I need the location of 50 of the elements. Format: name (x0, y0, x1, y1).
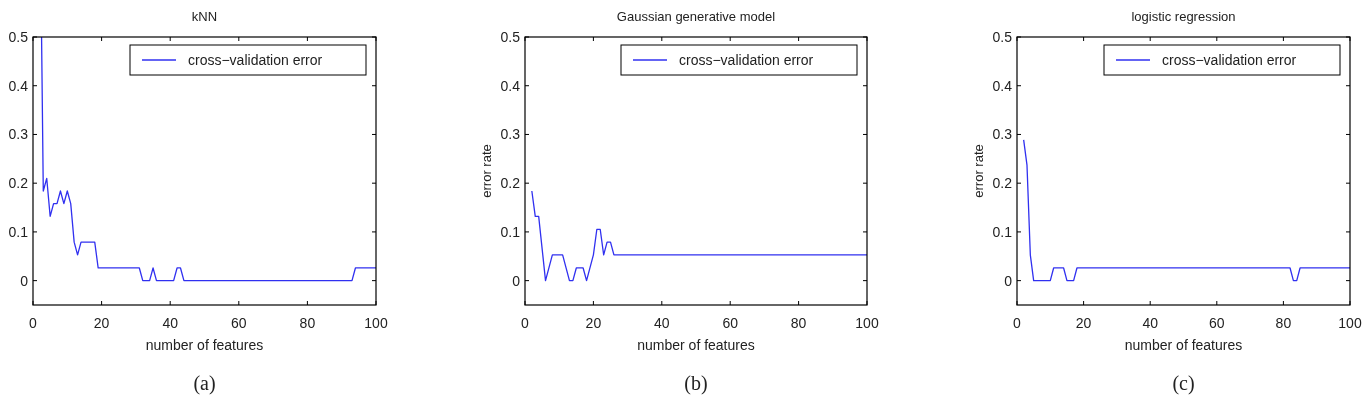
x-tick-label: 40 (654, 315, 670, 331)
x-axis-title: number of features (1124, 337, 1243, 353)
x-tick-label: 60 (722, 315, 739, 331)
x-tick-label: 20 (1075, 315, 1092, 331)
x-tick-label: 80 (299, 315, 316, 331)
y-tick-label: 0.2 (500, 175, 521, 192)
y-tick-label: 0 (1004, 272, 1013, 289)
y-tick-label: 0.2 (8, 175, 29, 192)
y-axis-title: error rate (479, 144, 494, 198)
x-axis-title: number of features (637, 337, 755, 353)
legend-label: cross−validation error (1162, 52, 1297, 68)
chart-title: Gaussian generative model (616, 9, 776, 24)
line-series (40, 37, 376, 282)
y-tick-label: 0.3 (992, 126, 1013, 143)
y-tick-label: 0.1 (992, 223, 1013, 240)
y-tick-label: 0 (20, 272, 29, 289)
text: (a) (193, 372, 216, 395)
y-tick-label: 0.1 (8, 223, 29, 240)
x-tick-label: 60 (1209, 315, 1225, 331)
x-tick-label: 40 (1142, 315, 1159, 331)
x-tick-label: 40 (162, 315, 179, 331)
y-tick-label: 0 (512, 272, 521, 289)
y-tick-label: 0.4 (8, 77, 29, 94)
x-tick-label: 80 (790, 315, 807, 331)
legend-label: cross−validation error (679, 52, 814, 68)
y-tick-label: 0.3 (8, 126, 29, 143)
chart-title: logistic regression (1131, 9, 1236, 24)
y-tick-label: 0.5 (500, 29, 521, 45)
x-tick-label: 60 (231, 315, 247, 331)
line-series (531, 190, 867, 282)
y-tick-label: 0.5 (8, 29, 29, 45)
legend-label: cross−validation error (188, 52, 323, 68)
y-tick-label: 0.4 (992, 77, 1013, 94)
y-axis-title: error rate (971, 144, 986, 198)
text: (b) (684, 372, 708, 395)
y-tick-label: 0.5 (992, 29, 1013, 45)
x-tick-label: 20 (585, 315, 602, 331)
chart-title: kNN (191, 9, 218, 24)
line-series (1023, 139, 1350, 282)
x-tick-label: 20 (93, 315, 110, 331)
text: (c) (1172, 372, 1195, 395)
y-tick-label: 0.4 (500, 77, 521, 94)
x-tick-label: 100 (364, 315, 388, 331)
x-tick-label: 100 (1338, 315, 1362, 331)
x-tick-label: 100 (855, 315, 879, 331)
x-tick-label: 80 (1275, 315, 1292, 331)
y-tick-label: 0.2 (992, 175, 1013, 192)
x-axis-title: number of features (145, 337, 264, 353)
y-tick-label: 0.3 (500, 126, 521, 143)
y-tick-label: 0.1 (500, 223, 521, 240)
